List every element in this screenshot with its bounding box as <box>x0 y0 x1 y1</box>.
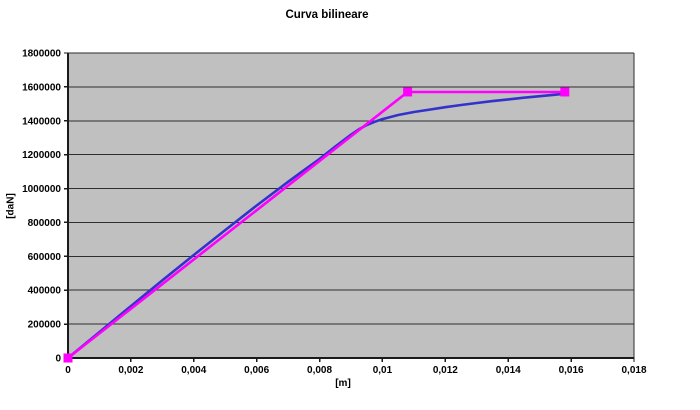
x-tick-label: 0,008 <box>307 365 332 376</box>
plot-background <box>68 53 634 358</box>
y-tick-label: 800000 <box>28 218 62 229</box>
x-axis-title: [m] <box>335 378 351 389</box>
y-tick-label: 600000 <box>28 252 62 263</box>
y-tick-label: 1200000 <box>22 150 61 161</box>
bilinear-curve-marker <box>63 353 73 363</box>
capacity-curve-line <box>66 92 567 360</box>
x-tick-label: 0,01 <box>373 365 393 376</box>
y-tick-label: 1600000 <box>22 82 61 93</box>
x-tick-label: 0,018 <box>621 365 646 376</box>
y-tick-label: 200000 <box>28 320 62 331</box>
y-tick-label: 1400000 <box>22 116 61 127</box>
y-tick-label: 0 <box>55 354 61 365</box>
y-tick-label: 400000 <box>28 286 62 297</box>
x-tick-label: 0,006 <box>244 365 269 376</box>
x-tick-label: 0 <box>65 365 71 376</box>
x-tick-label: 0,002 <box>118 365 143 376</box>
y-tick-label: 1800000 <box>22 49 61 60</box>
bilinear-curve-marker <box>560 87 570 97</box>
x-tick-label: 0,012 <box>433 365 458 376</box>
x-tick-label: 0,016 <box>559 365 584 376</box>
y-axis-title: [daN] <box>5 193 17 219</box>
chart-title: Curva bilineare <box>285 9 369 21</box>
x-tick-label: 0,014 <box>496 365 521 376</box>
y-tick-label: 1000000 <box>22 184 61 195</box>
bilinear-curve-marker <box>403 87 413 97</box>
x-tick-label: 0,004 <box>181 365 206 376</box>
